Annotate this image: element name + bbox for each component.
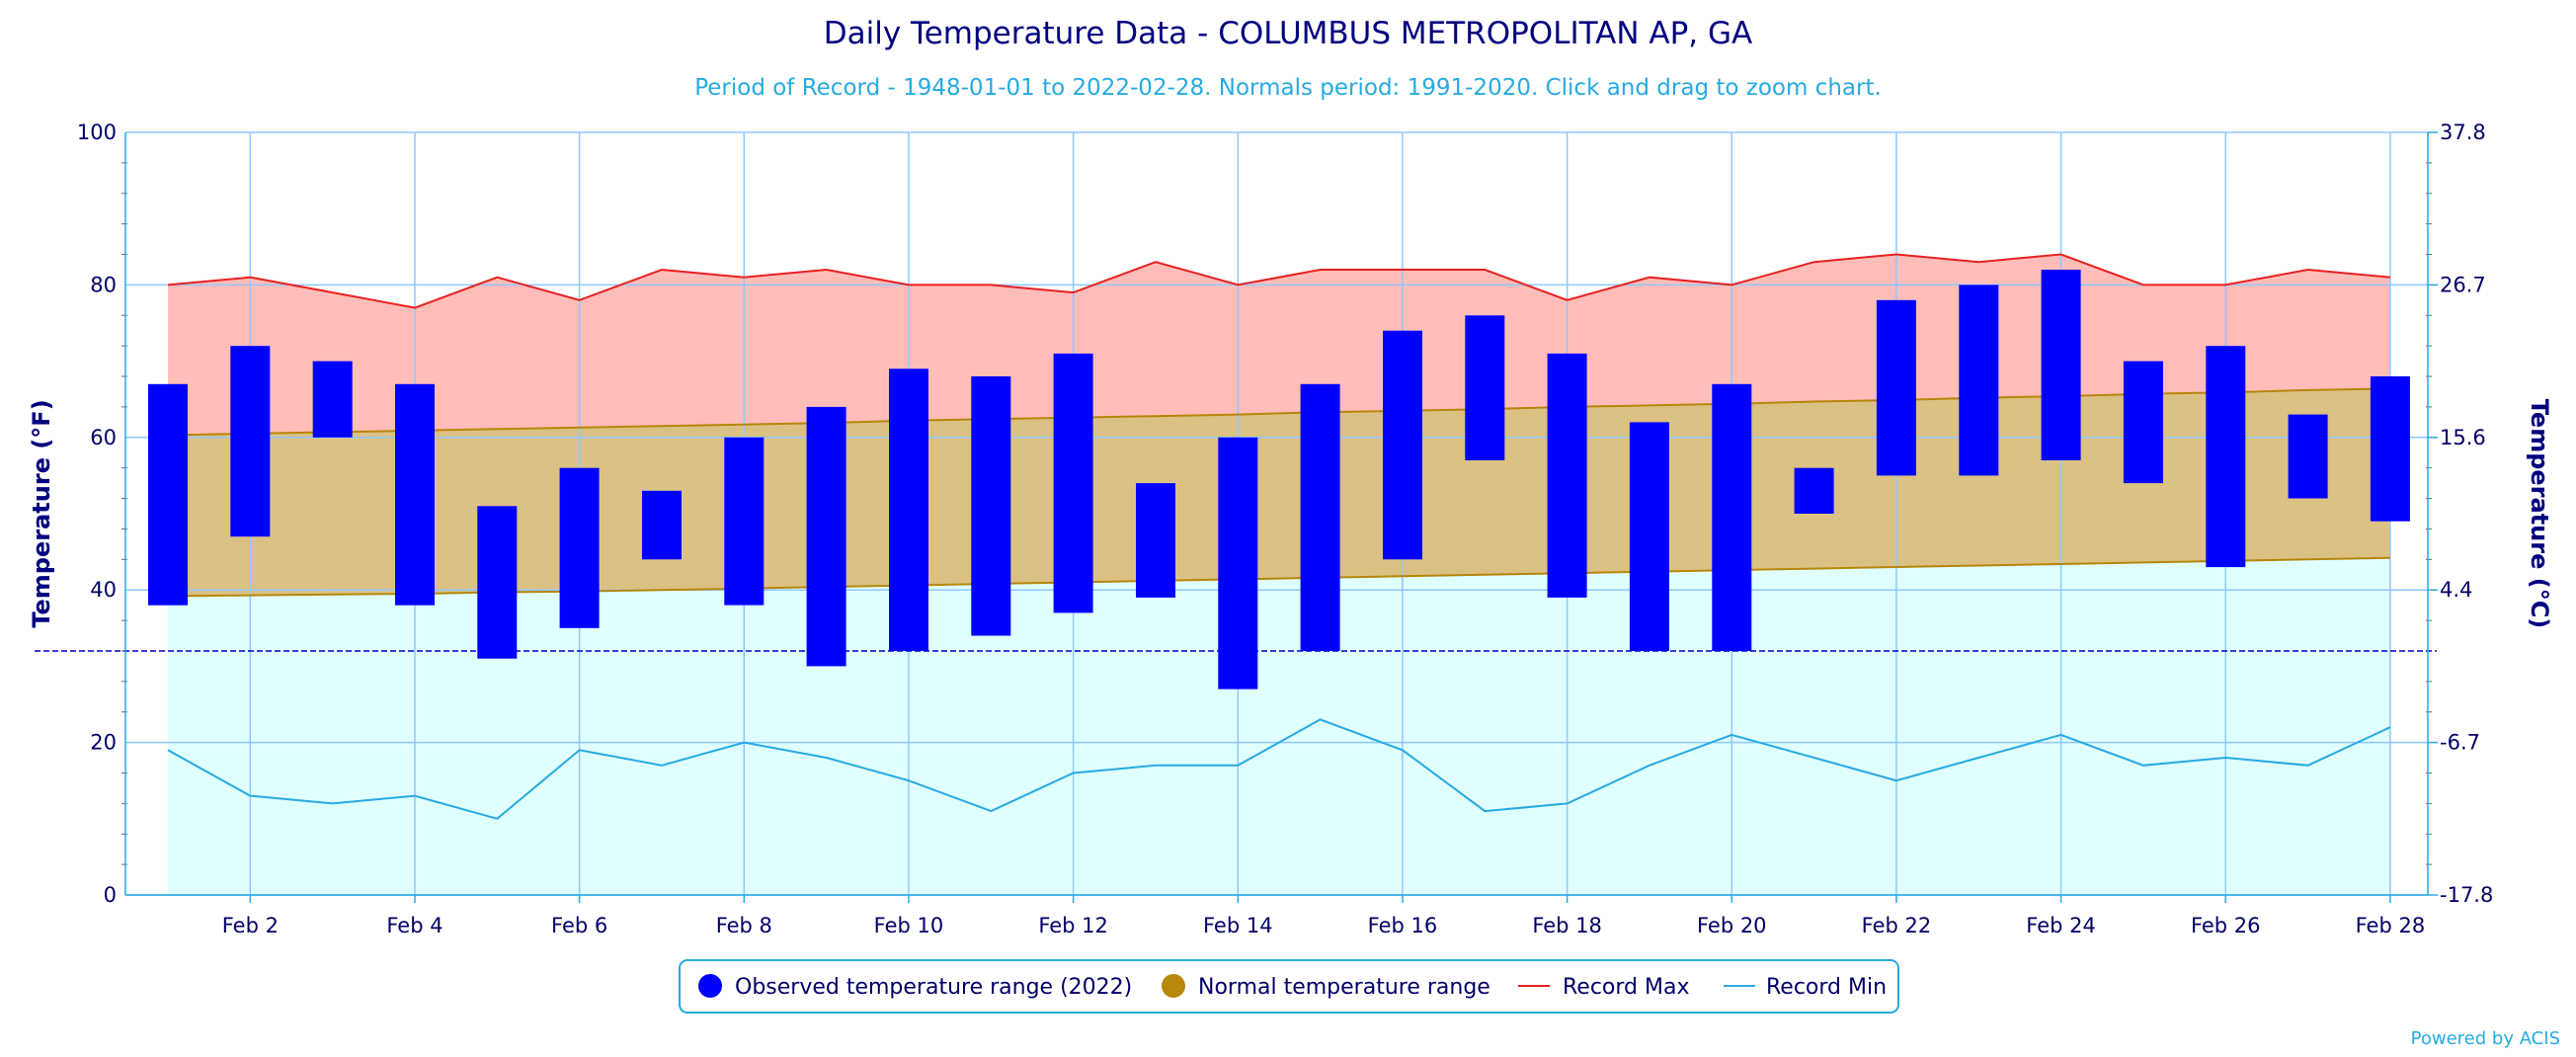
observed-bar-feb-3[interactable]	[312, 361, 353, 438]
observed-bar-feb-17[interactable]	[1465, 315, 1505, 460]
y-tick-label-right: -17.8	[2440, 883, 2493, 907]
observed-bar-feb-23[interactable]	[1959, 285, 1999, 476]
legend-item-record-max[interactable]: Record Max	[1518, 975, 1690, 1000]
record-min-line	[167, 718, 2391, 820]
observed-bar-feb-20[interactable]	[1712, 383, 1752, 651]
y-tick-label-right: -6.7	[2440, 731, 2480, 755]
normal-to-record-max-area	[168, 254, 2390, 436]
chart-title: Daily Temperature Data - COLUMBUS METROP…	[824, 16, 1752, 51]
y-tick-label-left: 0	[104, 883, 117, 907]
x-tick-label: Feb 8	[716, 914, 772, 937]
observed-bar-feb-13[interactable]	[1136, 483, 1175, 598]
observed-bar-feb-11[interactable]	[971, 376, 1011, 636]
normal-range-area	[168, 388, 2390, 597]
y-tick-label-left: 80	[90, 273, 117, 296]
observed-bar-feb-28[interactable]	[2370, 376, 2410, 522]
observed-bar-feb-22[interactable]	[1876, 299, 1916, 476]
legend-observed-label: Observed temperature range (2022)	[735, 975, 1132, 1000]
legend-box	[679, 959, 1899, 1014]
legend-item-observed[interactable]: Observed temperature range (2022)	[698, 974, 1132, 1000]
observed-bar-feb-14[interactable]	[1218, 437, 1258, 690]
x-tick-label: Feb 20	[1697, 914, 1767, 937]
observed-bar-feb-19[interactable]	[1629, 422, 1669, 651]
legend-observed-marker	[698, 974, 722, 998]
y-tick-label-right: 15.6	[2440, 426, 2486, 449]
observed-bar-feb-4[interactable]	[395, 383, 435, 606]
record-min-to-normal-area	[168, 557, 2390, 895]
y-tick-label-right: 4.4	[2440, 578, 2472, 602]
x-tick-label: Feb 26	[2191, 914, 2261, 937]
x-tick-label: Feb 12	[1038, 914, 1108, 937]
observed-bar-feb-6[interactable]	[559, 467, 600, 628]
legend-item-normal[interactable]: Normal temperature range	[1162, 974, 1490, 1000]
record-max-line	[167, 253, 2391, 309]
observed-bar-feb-2[interactable]	[230, 346, 271, 537]
observed-bar-feb-18[interactable]	[1547, 353, 1587, 598]
x-tick-label: Feb 28	[2356, 914, 2426, 937]
observed-bar-feb-26[interactable]	[2206, 346, 2246, 568]
y-tick-label-right: 26.7	[2440, 273, 2486, 296]
y-tick-label-right: 37.8	[2440, 121, 2486, 144]
observed-bar-feb-7[interactable]	[642, 490, 682, 560]
observed-bar-feb-5[interactable]	[477, 506, 518, 659]
legend-record-min-label: Record Min	[1766, 975, 1887, 1000]
legend-item-record-min[interactable]: Record Min	[1724, 975, 1887, 1000]
x-tick-label: Feb 2	[222, 914, 279, 937]
x-tick-label: Feb 4	[386, 914, 443, 937]
x-tick-label: Feb 24	[2026, 914, 2096, 937]
observed-bar-feb-1[interactable]	[148, 383, 188, 606]
observed-bar-feb-9[interactable]	[806, 406, 846, 667]
chart-subtitle: Period of Record - 1948-01-01 to 2022-02…	[694, 75, 1882, 101]
legend-record-max-label: Record Max	[1563, 975, 1690, 1000]
observed-bar-feb-10[interactable]	[889, 368, 928, 651]
x-tick-label: Feb 22	[1862, 914, 1932, 937]
x-tick-label: Feb 6	[551, 914, 607, 937]
y-tick-label-left: 60	[90, 426, 117, 449]
legend-normal-label: Normal temperature range	[1198, 975, 1490, 1000]
observed-bar-feb-21[interactable]	[1794, 467, 1834, 514]
y-tick-label-left: 20	[90, 731, 117, 755]
axes: 0 20 40 60 80 100 -17.8 -6.7 4.4 15.6 26.7 37.8 Feb …	[77, 121, 2493, 937]
y-tick-label-left: 100	[77, 121, 117, 144]
observed-bars[interactable]	[148, 270, 2410, 690]
legend-normal-marker	[1162, 974, 1185, 998]
powered-by-credit[interactable]: Powered by ACIS	[2411, 1028, 2560, 1049]
observed-bar-feb-12[interactable]	[1053, 353, 1093, 613]
normal-high-line	[167, 387, 2390, 437]
temperature-bands	[168, 254, 2390, 895]
observed-bar-feb-24[interactable]	[2041, 270, 2081, 460]
y-tick-label-left: 40	[90, 578, 117, 602]
x-tick-label: Feb 16	[1368, 914, 1438, 937]
x-tick-label: Feb 10	[874, 914, 944, 937]
observed-bar-feb-16[interactable]	[1383, 330, 1422, 560]
observed-bar-feb-15[interactable]	[1300, 383, 1340, 651]
observed-bar-feb-25[interactable]	[2123, 361, 2163, 484]
observed-bar-feb-27[interactable]	[2288, 414, 2328, 499]
observed-bar-feb-8[interactable]	[724, 437, 765, 606]
normal-low-line	[167, 556, 2390, 598]
legend: Observed temperature range (2022) Normal…	[679, 959, 1899, 1014]
x-tick-label: Feb 18	[1532, 914, 1602, 937]
x-tick-label: Feb 14	[1203, 914, 1273, 937]
y-axis-title-right: Temperature (°C)	[2526, 399, 2553, 629]
y-axis-title-left: Temperature (°F)	[28, 399, 55, 627]
